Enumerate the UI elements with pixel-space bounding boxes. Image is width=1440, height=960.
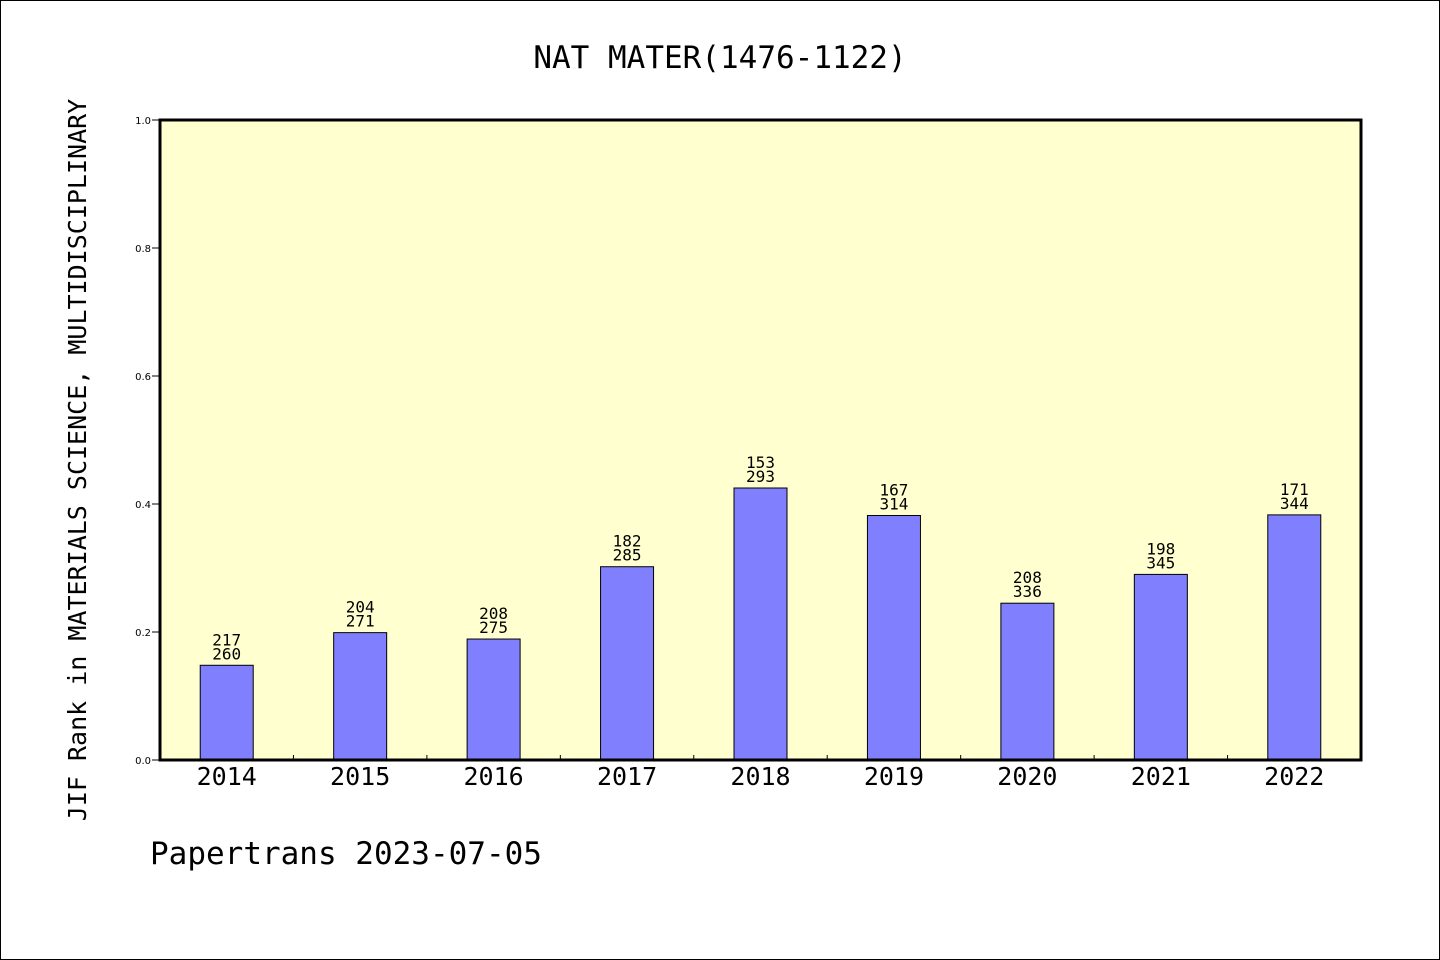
bar-2022 (1267, 514, 1322, 761)
bar-total-label: 345 (1146, 553, 1175, 572)
bar-2019 (866, 515, 921, 761)
bar-total-label: 260 (212, 644, 241, 663)
bar-2015 (333, 632, 388, 761)
x-tick-label: 2021 (1131, 762, 1191, 791)
x-tick-label: 2017 (597, 762, 657, 791)
y-axis-ticks: 0.0 0.2 0.4 0.6 0.8 1.0 (135, 116, 160, 767)
bar-2014 (199, 664, 254, 761)
x-tick-label: 2022 (1264, 762, 1324, 791)
bar-2020 (1000, 602, 1055, 761)
bars (199, 487, 1322, 761)
y-tick-label: 0.4 (135, 500, 151, 511)
bar-rank-label: 198 (1146, 539, 1175, 558)
x-tick-label: 2014 (197, 762, 257, 791)
y-tick-label: 0.2 (135, 628, 151, 639)
bar-total-label: 336 (1013, 582, 1042, 601)
x-axis-ticks: 2014 2015 2016 2017 2018 2019 2020 2021 2022 (197, 755, 1324, 791)
bar-rank-label: 208 (479, 604, 508, 623)
plot-border (158, 118, 1363, 762)
bar-rank-label: 167 (879, 481, 908, 500)
bar-rank-label: 217 (212, 630, 241, 649)
x-tick-label: 2020 (997, 762, 1057, 791)
bar-2018 (733, 487, 788, 761)
footer-credit: Papertrans 2023-07-05 (150, 836, 542, 872)
bar-rank-label: 171 (1280, 480, 1309, 499)
bar-total-label: 285 (613, 546, 642, 565)
x-tick-label: 2018 (730, 762, 790, 791)
bar-total-label: 271 (346, 612, 375, 631)
y-tick-label: 0.8 (135, 244, 151, 255)
bar-rank-label: 208 (1013, 568, 1042, 587)
y-tick-label: 1.0 (135, 116, 151, 127)
bar-total-label: 293 (746, 467, 775, 486)
chart-title: NAT MATER(1476-1122) (533, 40, 906, 76)
y-tick-label: 0.0 (135, 756, 151, 767)
bar-total-label: 275 (479, 618, 508, 637)
bar-rank-label: 153 (746, 453, 775, 472)
bar-2016 (466, 638, 521, 761)
bar-total-label: 344 (1280, 494, 1309, 513)
bar-total-label: 314 (879, 495, 908, 514)
bar-2017 (600, 566, 655, 761)
bar-2021 (1133, 573, 1188, 761)
x-tick-label: 2019 (864, 762, 924, 791)
bar-rank-label: 204 (346, 598, 375, 617)
y-axis-label: JIF Rank in MATERIALS SCIENCE, MULTIDISC… (63, 99, 92, 821)
x-tick-label: 2015 (330, 762, 390, 791)
bar-rank-label: 182 (613, 532, 642, 551)
x-tick-label: 2016 (464, 762, 524, 791)
y-tick-label: 0.6 (135, 372, 151, 383)
